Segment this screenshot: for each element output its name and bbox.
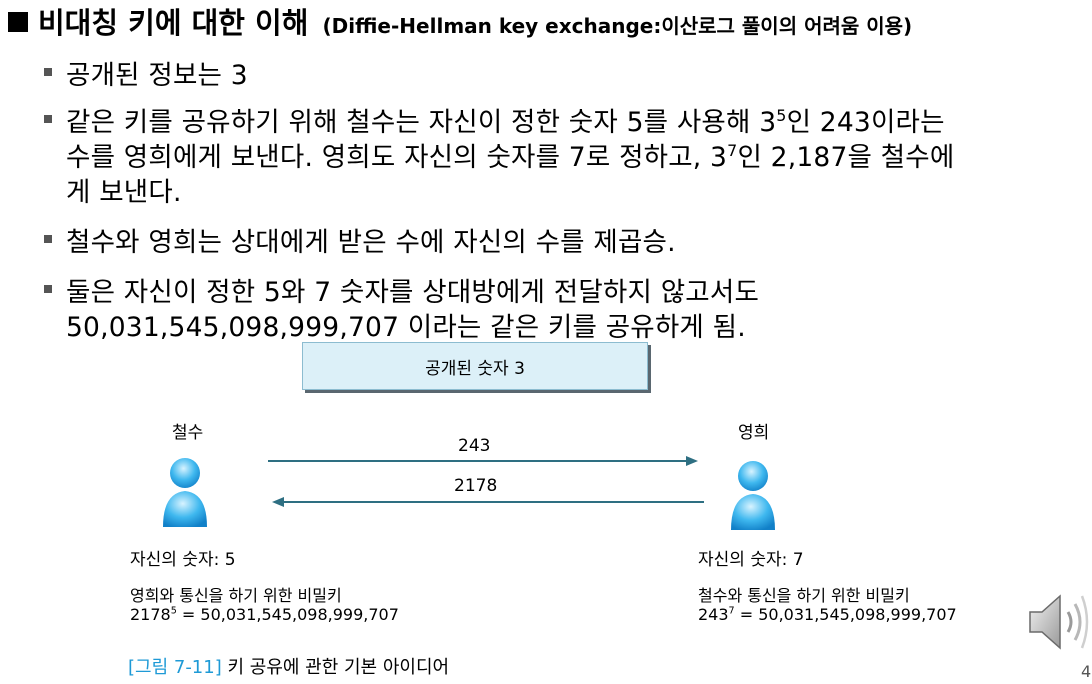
public-number-box: 공개된 숫자 3 bbox=[302, 342, 648, 390]
person-icon bbox=[163, 458, 207, 527]
arrow-left bbox=[272, 497, 704, 507]
left-secret-exponent: 5 bbox=[170, 605, 177, 617]
left-own-number: 자신의 숫자: 5 bbox=[130, 550, 236, 570]
right-own-number: 자신의 숫자: 7 bbox=[698, 550, 804, 570]
left-party-name: 철수 bbox=[172, 423, 204, 443]
public-number-label: 공개된 숫자 3 bbox=[425, 358, 525, 379]
bullet-2-line-1-text-b: 인 243이라는 bbox=[786, 107, 945, 138]
bullet-2-line-2: 수를 영희에게 보낸다. 영희도 자신의 숫자를 7로 정하고, 37인 2,1… bbox=[66, 135, 954, 174]
left-secret-label: 영희와 통신을 하기 위한 비밀키 bbox=[130, 586, 342, 605]
arrow-right-label: 243 bbox=[458, 436, 491, 456]
bullet-3: 철수와 영희는 상대에게 받은 수에 자신의 수를 제곱승. bbox=[66, 227, 676, 258]
left-secret-value: = 50,031,545,098,999,707 bbox=[176, 605, 399, 624]
bullet-marker-2 bbox=[44, 115, 52, 123]
right-party-name: 영희 bbox=[738, 423, 770, 443]
figure-caption: [그림 7-11] 키 공유에 관한 기본 아이디어 bbox=[128, 653, 449, 679]
arrow-left-label: 2178 bbox=[454, 476, 498, 496]
bullet-2-line-2-text-a: 수를 영희에게 보낸다. 영희도 자신의 숫자를 7로 정하고, 3 bbox=[66, 142, 728, 173]
exchange-arrows bbox=[268, 456, 704, 507]
bullet-2-line-1: 같은 키를 공유하기 위해 철수는 자신이 정한 숫자 5를 사용해 35인 2… bbox=[66, 100, 945, 139]
bullet-2-exponent-2: 7 bbox=[727, 141, 738, 161]
figure-caption-text: 키 공유에 관한 기본 아이디어 bbox=[221, 657, 450, 678]
speaker-icon[interactable] bbox=[1026, 588, 1092, 658]
title-square-icon bbox=[8, 12, 28, 32]
title-main: 비대칭 키에 대한 이해 bbox=[38, 6, 309, 40]
arrow-right bbox=[268, 456, 698, 466]
left-secret-base: 2178 bbox=[130, 605, 171, 624]
bullet-4-line-1: 둘은 자신이 정한 5와 7 숫자를 상대방에게 전달하지 않고서도 bbox=[66, 277, 760, 308]
bullet-2-line-1-text-a: 같은 키를 공유하기 위해 철수는 자신이 정한 숫자 5를 사용해 3 bbox=[66, 107, 777, 138]
page-number: 4 bbox=[1081, 662, 1092, 681]
right-secret-label: 철수와 통신을 하기 위한 비밀키 bbox=[698, 586, 910, 605]
figure-number: [그림 7-11] bbox=[128, 657, 222, 678]
left-secret-formula: 21785 = 50,031,545,098,999,707 bbox=[130, 605, 399, 624]
bullet-4-line-2: 50,031,545,098,999,707 이라는 같은 키를 공유하게 됨. bbox=[66, 312, 746, 343]
bullet-marker-3 bbox=[44, 235, 52, 243]
bullet-marker-4 bbox=[44, 285, 52, 293]
title-subtitle: (Diffie-Hellman key exchange:이산로그 풀이의 어려… bbox=[322, 14, 913, 38]
bullet-marker-1 bbox=[44, 68, 52, 76]
bullet-2-line-2-text-b: 인 2,187을 철수에 bbox=[737, 142, 955, 173]
right-secret-value: = 50,031,545,098,999,707 bbox=[734, 605, 957, 624]
bullet-2-line-3: 게 보낸다. bbox=[66, 177, 182, 208]
person-icon bbox=[731, 461, 775, 530]
slide-title: 비대칭 키에 대한 이해 (Diffie-Hellman key exchang… bbox=[8, 0, 912, 42]
right-secret-formula: 2437 = 50,031,545,098,999,707 bbox=[698, 605, 957, 624]
bullet-2-exponent-1: 5 bbox=[776, 106, 787, 126]
bullet-1: 공개된 정보는 3 bbox=[66, 60, 248, 91]
right-secret-base: 243 bbox=[698, 605, 729, 624]
right-secret-exponent: 7 bbox=[728, 605, 735, 617]
